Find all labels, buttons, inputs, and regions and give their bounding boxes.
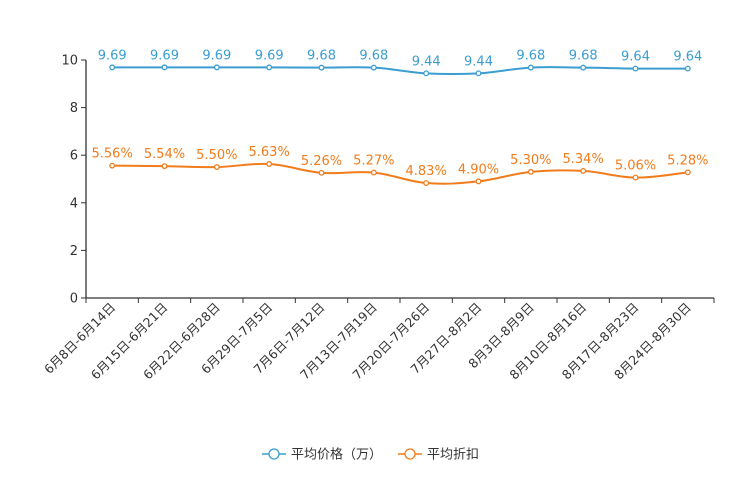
data-point: [318, 169, 325, 176]
series-1: 5.56% 5.54% 5.50% 5.63% 5.26% 5.27% 4.83% 4.90%…: [92, 145, 708, 186]
data-label: 9.69: [150, 48, 179, 63]
legend-marker: [404, 448, 416, 460]
data-point: [266, 64, 273, 71]
data-label: 9.68: [516, 49, 545, 64]
y-tick-label: 8: [70, 101, 78, 116]
legend-label: 平均价格（万）: [291, 447, 382, 463]
data-point: [475, 178, 482, 185]
data-label: 9.69: [255, 48, 284, 63]
data-label: 9.44: [464, 54, 493, 69]
chart-legend[interactable]: 平均价格（万） 平均折扣: [262, 447, 479, 463]
data-label: 9.69: [202, 48, 231, 63]
data-point: [109, 64, 116, 71]
data-label: 5.06%: [615, 159, 656, 174]
data-point: [580, 167, 587, 174]
data-point: [370, 64, 377, 71]
data-point: [684, 65, 691, 72]
data-label: 9.68: [307, 49, 336, 64]
legend-item-0[interactable]: 平均价格（万）: [262, 447, 382, 463]
data-point: [632, 65, 639, 72]
y-tick-label: 4: [70, 196, 78, 211]
legend-marker: [268, 448, 280, 460]
data-label: 5.26%: [301, 154, 342, 169]
data-point: [213, 64, 220, 71]
y-tick-label: 0: [70, 292, 78, 307]
data-point: [161, 163, 168, 170]
data-point: [161, 64, 168, 71]
y-tick-label: 6: [70, 149, 78, 164]
data-label: 5.50%: [196, 148, 237, 163]
data-label: 9.68: [359, 49, 388, 64]
series-line: [112, 162, 688, 185]
data-label: 4.90%: [458, 162, 499, 177]
data-point: [318, 64, 325, 71]
data-point: [475, 70, 482, 77]
data-point: [213, 164, 220, 171]
y-tick-label: 2: [70, 244, 78, 259]
legend-item-1[interactable]: 平均折扣: [398, 448, 479, 463]
data-point: [266, 161, 273, 167]
data-label: 9.64: [673, 50, 702, 65]
data-label: 9.69: [98, 48, 127, 63]
chart-axes: 02468106月8日-6月14日6月15日-6月21日6月22日-6月28日6…: [41, 54, 715, 382]
chart-series: 9.69 9.69 9.69 9.69 9.68 9.68 9.44 9.44 9.68 9.68…: [92, 48, 708, 186]
data-label: 5.30%: [510, 153, 551, 168]
data-point: [423, 180, 430, 186]
y-tick-label: 10: [61, 54, 78, 69]
data-point: [527, 64, 534, 71]
data-point: [370, 169, 377, 176]
series-line: [112, 66, 688, 76]
data-label: 5.63%: [249, 145, 290, 160]
data-label: 5.56%: [92, 147, 133, 162]
data-label: 9.44: [412, 54, 441, 69]
series-0: 9.69 9.69 9.69 9.69 9.68 9.68 9.44 9.44 9.68 9.68…: [98, 48, 702, 77]
data-label: 5.28%: [667, 153, 708, 168]
data-label: 5.34%: [563, 152, 604, 167]
data-point: [423, 70, 430, 77]
data-point: [580, 64, 587, 71]
data-label: 5.54%: [144, 147, 185, 162]
legend-label: 平均折扣: [427, 448, 479, 463]
data-label: 5.27%: [353, 154, 394, 169]
data-point: [684, 169, 691, 176]
data-point: [632, 174, 639, 181]
data-label: 9.68: [569, 49, 598, 64]
data-label: 4.83%: [406, 164, 447, 179]
data-point: [527, 168, 534, 175]
data-label: 9.64: [621, 50, 650, 65]
data-point: [109, 162, 116, 169]
